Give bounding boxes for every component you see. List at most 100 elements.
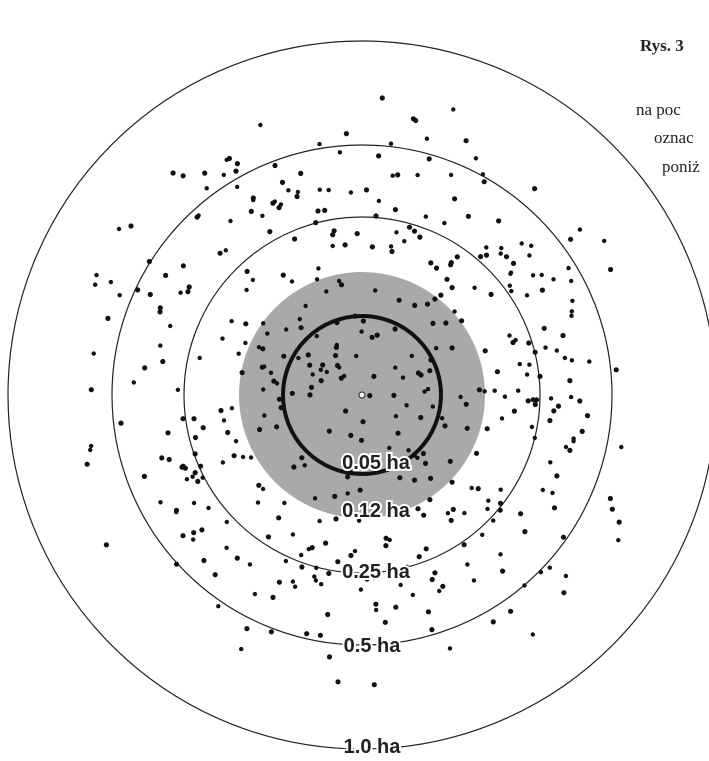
tree-dot <box>178 290 183 295</box>
tree-dot <box>371 682 377 688</box>
tree-dot <box>411 228 418 234</box>
tree-dot <box>373 601 379 607</box>
tree-dot <box>448 517 454 524</box>
tree-dot <box>561 590 567 596</box>
tree-dot <box>569 358 575 363</box>
tree-dot <box>198 463 204 469</box>
tree-dot <box>324 289 329 294</box>
tree-dot <box>373 607 379 613</box>
tree-dot <box>244 268 250 274</box>
tree-dot <box>568 394 574 400</box>
tree-dot <box>194 214 200 220</box>
tree-dot <box>333 352 339 359</box>
tree-dot <box>330 232 336 238</box>
tree-dot <box>128 223 134 229</box>
tree-dot <box>428 260 434 266</box>
tree-dot <box>234 161 240 167</box>
tree-dot <box>502 394 508 399</box>
tree-dot <box>319 582 324 587</box>
tree-dot <box>265 331 270 336</box>
tree-dot <box>449 479 455 485</box>
tree-dot <box>281 353 287 359</box>
tree-dot <box>159 455 165 461</box>
tree-dot <box>458 394 463 400</box>
tree-dot <box>448 172 454 178</box>
tree-dot <box>452 196 458 202</box>
tree-dot <box>507 283 512 288</box>
tree-dot <box>383 543 389 549</box>
tree-dot <box>243 340 248 346</box>
tree-dot <box>411 452 417 458</box>
tree-dot <box>354 231 360 237</box>
tree-dot <box>508 608 514 614</box>
tree-dot <box>613 367 619 373</box>
tree-dot <box>376 198 382 204</box>
tree-dot <box>358 587 364 592</box>
tree-dot <box>395 430 401 436</box>
tree-dot <box>491 518 496 523</box>
tree-dot <box>484 426 490 432</box>
tree-dot <box>229 406 235 411</box>
tree-dot <box>221 172 226 178</box>
tree-dot <box>424 136 430 141</box>
tree-dot <box>550 490 555 496</box>
tree-dot <box>91 351 96 356</box>
tree-dot <box>231 453 237 459</box>
tree-dot <box>526 340 532 346</box>
tree-dot <box>306 546 311 552</box>
tree-dot <box>352 313 358 319</box>
tree-dot <box>433 265 440 271</box>
tree-dot <box>354 353 359 359</box>
tree-dot <box>89 443 94 449</box>
tree-dot <box>569 278 574 284</box>
tree-dot <box>530 632 535 637</box>
tree-dot <box>88 447 93 453</box>
tree-dot <box>240 454 246 460</box>
tree-dot <box>511 408 517 414</box>
tree-dot <box>527 253 532 258</box>
tree-dot <box>430 320 436 326</box>
tree-dot <box>560 534 567 540</box>
tree-dot <box>425 386 431 392</box>
tree-dot <box>498 251 503 256</box>
tree-dot <box>184 477 190 482</box>
tree-dot <box>318 367 323 372</box>
tree-dot <box>423 546 429 552</box>
tree-dot <box>388 141 394 146</box>
tree-dot <box>356 518 362 523</box>
tree-dot <box>448 262 454 268</box>
tree-dot <box>326 570 332 577</box>
tree-dot <box>383 535 389 541</box>
tree-dot <box>349 467 354 473</box>
tree-dot <box>197 355 202 361</box>
tree-dot <box>270 594 276 601</box>
tree-dot <box>180 173 186 179</box>
tree-dot <box>331 228 337 234</box>
tree-dot <box>469 485 474 491</box>
tree-dot <box>373 288 378 293</box>
tree-dot <box>200 475 205 480</box>
tree-dot <box>274 424 280 430</box>
tree-dot <box>391 392 397 398</box>
tree-dot <box>175 387 181 392</box>
tree-dot <box>174 509 179 515</box>
tree-dot <box>427 497 433 503</box>
tree-dot <box>191 530 197 536</box>
tree-dot <box>473 450 480 456</box>
figure-title: Rys. 3 <box>640 36 684 55</box>
tree-dot <box>345 474 351 480</box>
tree-dot <box>543 345 548 350</box>
tree-dot <box>397 465 404 471</box>
tree-dot <box>480 532 485 537</box>
tree-dot <box>485 506 490 512</box>
tree-dot <box>415 506 421 512</box>
tree-dot <box>298 325 304 331</box>
tree-dot <box>379 95 385 101</box>
tree-dot <box>258 122 263 128</box>
tree-dot <box>389 248 395 255</box>
tree-dot <box>539 287 546 293</box>
tree-dot <box>158 343 163 348</box>
tree-dot <box>195 478 201 484</box>
tree-dot <box>290 579 296 584</box>
tree-dot <box>483 252 490 258</box>
